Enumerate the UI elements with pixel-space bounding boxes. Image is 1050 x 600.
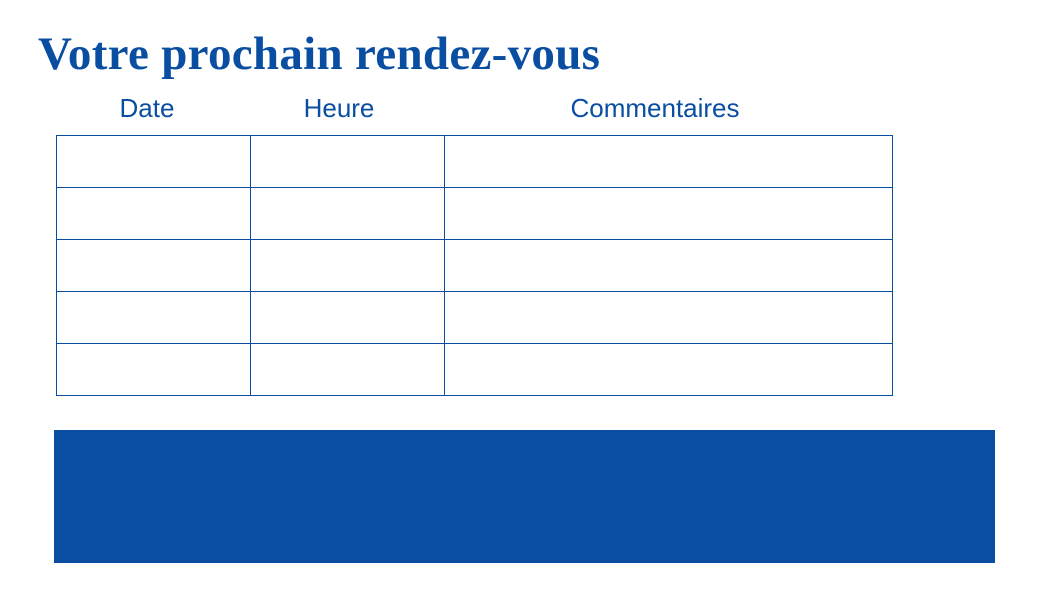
heure-cell[interactable] [250,135,445,188]
date-cell[interactable] [56,187,251,240]
heure-cell[interactable] [250,291,445,344]
table-row [56,291,893,344]
heure-cell[interactable] [250,239,445,292]
appointment-table [56,135,893,396]
commentaires-cell[interactable] [444,187,893,240]
date-cell[interactable] [56,291,251,344]
table-row [56,343,893,396]
table-row [56,239,893,292]
table-row [56,135,893,188]
commentaires-cell[interactable] [444,343,893,396]
commentaires-cell[interactable] [444,291,893,344]
page-title: Votre prochain rendez-vous [38,28,601,80]
heure-cell[interactable] [250,187,445,240]
date-cell[interactable] [56,135,251,188]
date-cell[interactable] [56,239,251,292]
date-cell[interactable] [56,343,251,396]
table-row [56,187,893,240]
commentaires-cell[interactable] [444,135,893,188]
footer-band [54,430,995,563]
heure-cell[interactable] [250,343,445,396]
column-header-heure: Heure [303,93,375,123]
column-header-commentaires: Commentaires [570,93,740,123]
column-header-date: Date [119,93,175,123]
commentaires-cell[interactable] [444,239,893,292]
